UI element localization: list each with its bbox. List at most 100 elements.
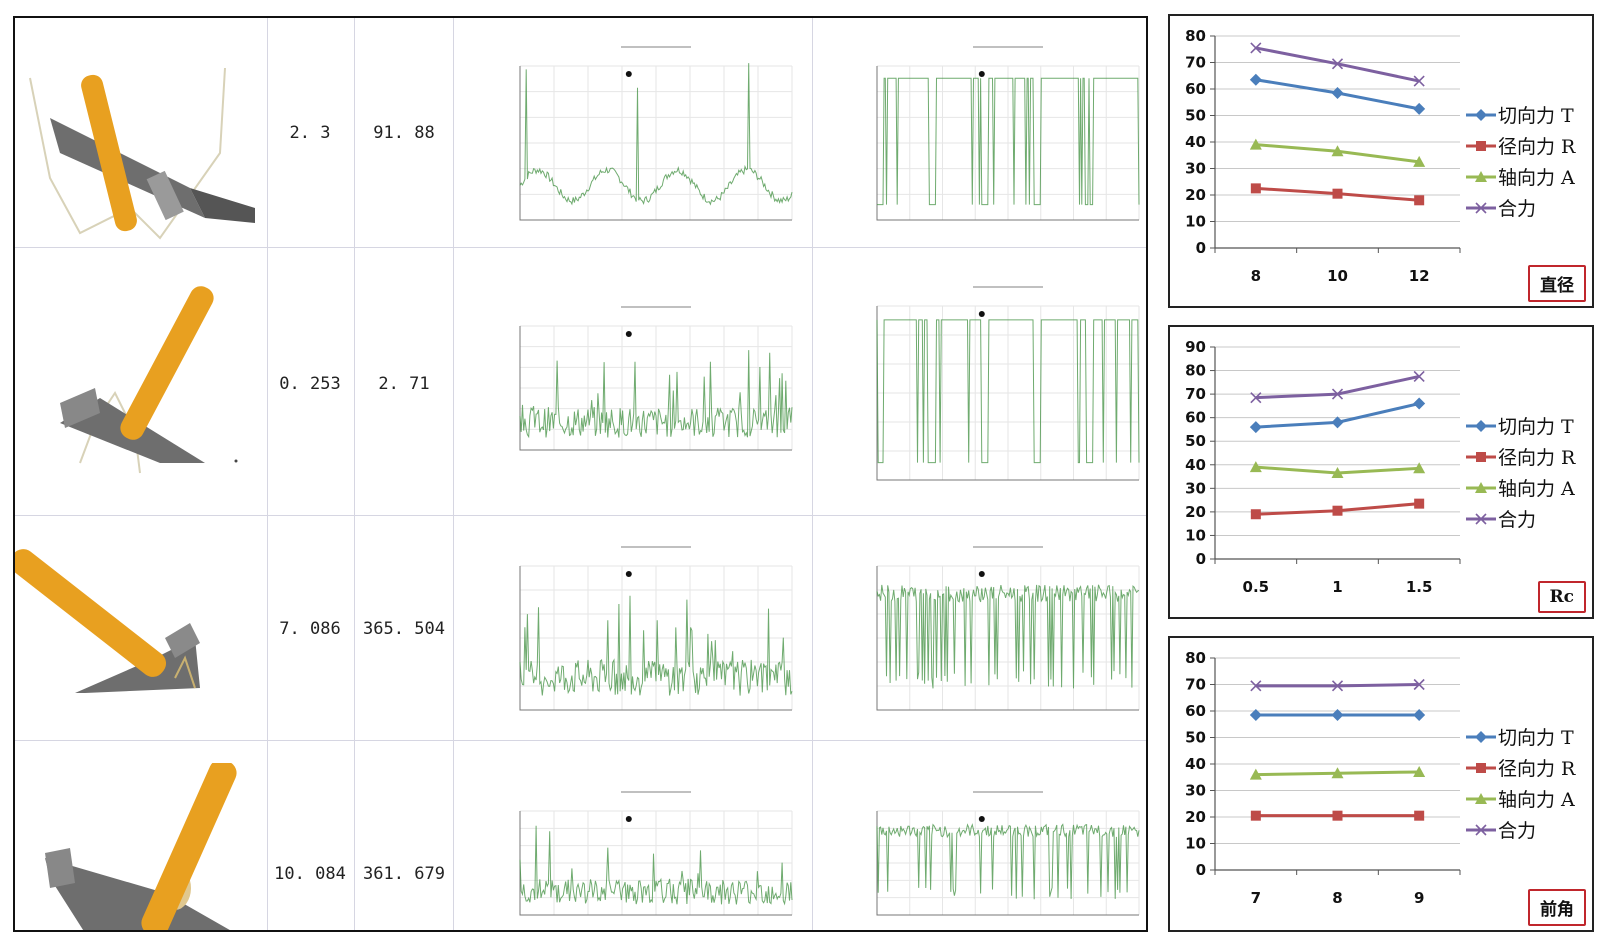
plot-axes — [519, 326, 792, 451]
plot-trace — [519, 350, 793, 439]
row3-value-b: 365. 504 — [363, 619, 445, 639]
data-point — [1249, 138, 1262, 150]
data-point — [1249, 421, 1262, 434]
legend-label: 合力 — [1498, 198, 1536, 220]
legend-marker — [1476, 452, 1486, 462]
y-tick-label: 30 — [1185, 160, 1206, 178]
legend-label: 合力 — [1498, 820, 1536, 842]
x-tick-label: 8 — [1251, 267, 1261, 285]
peak-marker — [978, 71, 985, 77]
data-point — [1413, 370, 1425, 383]
legend-label: 轴向力 A — [1498, 478, 1575, 500]
y-tick-label: 10 — [1185, 835, 1206, 853]
legend-marker — [1475, 420, 1487, 432]
y-tick-label: 70 — [1185, 676, 1206, 694]
y-tick-label: 80 — [1185, 362, 1206, 380]
temperature-time-plot-1 — [876, 46, 1140, 221]
plot-trace — [876, 584, 1140, 689]
data-point — [1413, 678, 1425, 691]
column-divider — [354, 18, 355, 930]
peak-marker — [978, 571, 985, 577]
row-divider — [15, 740, 1146, 741]
y-tick-label: 20 — [1185, 808, 1206, 826]
data-point — [1249, 461, 1262, 473]
legend-label: 切向力 T — [1498, 105, 1574, 127]
y-tick-label: 60 — [1185, 409, 1206, 427]
y-tick-label: 60 — [1185, 702, 1206, 720]
tool-model-image-3 — [15, 549, 200, 693]
column-divider — [812, 18, 813, 930]
y-tick-label: 40 — [1185, 755, 1206, 773]
data-point — [1414, 498, 1425, 509]
tool-model-image-1 — [29, 67, 255, 240]
y-tick-label: 70 — [1185, 54, 1206, 72]
force-time-plot-4 — [519, 791, 793, 916]
chart-corner-label: Rc — [1537, 581, 1586, 613]
data-point — [1250, 42, 1262, 54]
y-tick-label: 0 — [1196, 861, 1206, 879]
plot-trace — [519, 63, 793, 206]
data-point — [1332, 810, 1343, 821]
data-point — [1331, 416, 1344, 429]
peak-marker — [625, 816, 632, 822]
chart-panel-diameter: 0 10 20 30 40 50 60 70 80 8 10 12 切向力 T 径向力 R 轴向力 A 合力 … — [1168, 14, 1594, 308]
plot-title-stub — [621, 46, 691, 48]
plot-title-stub — [621, 791, 691, 793]
temperature-time-plot-2 — [876, 286, 1140, 481]
legend-label: 轴向力 A — [1498, 789, 1575, 811]
legend-marker — [1475, 171, 1487, 182]
y-tick-label: 50 — [1185, 729, 1206, 747]
temperature-time-plot-4 — [876, 791, 1140, 916]
peak-marker — [978, 816, 985, 822]
data-point — [1331, 388, 1344, 400]
force-time-plot-1 — [519, 46, 793, 221]
legend-marker — [1475, 513, 1487, 525]
results-table: 2. 3 91. 88 0. 253 2. 71 7. 086 365. 504… — [13, 16, 1148, 932]
data-point — [1332, 505, 1343, 516]
data-point — [1331, 680, 1344, 692]
tool-model-image-4 — [45, 763, 237, 930]
y-tick-label: 20 — [1185, 186, 1206, 204]
row4-value-a: 10. 084 — [274, 864, 346, 884]
plot-trace — [876, 823, 1140, 900]
y-tick-label: 20 — [1185, 503, 1206, 521]
plot-title-stub — [621, 306, 691, 308]
y-tick-label: 30 — [1185, 479, 1206, 497]
line-chart-diameter: 0 10 20 30 40 50 60 70 80 8 10 12 切向力 T 径向力 R 轴向力 A 合力 — [1185, 27, 1576, 285]
row-divider — [15, 515, 1146, 516]
row2-value-a: 0. 253 — [279, 374, 341, 394]
column-divider — [453, 18, 454, 930]
legend-label: 切向力 T — [1498, 727, 1574, 749]
data-point — [1331, 58, 1344, 70]
legend-label: 合力 — [1498, 509, 1536, 531]
x-tick-label: 10 — [1327, 267, 1348, 285]
plot-title-stub — [973, 791, 1043, 793]
peak-marker — [625, 331, 632, 337]
x-tick-label: 7 — [1251, 889, 1261, 907]
data-point — [1331, 145, 1344, 157]
data-point — [1413, 397, 1426, 410]
row4-value-b: 361. 679 — [363, 864, 445, 884]
legend-marker — [1475, 109, 1487, 121]
y-tick-label: 60 — [1185, 80, 1206, 98]
data-point — [1414, 810, 1425, 821]
legend-label: 径向力 R — [1498, 136, 1576, 158]
y-tick-label: 30 — [1185, 782, 1206, 800]
y-tick-label: 40 — [1185, 133, 1206, 151]
data-point — [1413, 462, 1426, 474]
legend-label: 轴向力 A — [1498, 167, 1575, 189]
plot-title-stub — [621, 546, 691, 548]
x-tick-label: 8 — [1332, 889, 1342, 907]
temperature-time-plot-3 — [876, 546, 1140, 711]
y-tick-label: 0 — [1196, 550, 1206, 568]
y-tick-label: 50 — [1185, 107, 1206, 125]
data-point — [1250, 509, 1261, 520]
y-tick-label: 80 — [1185, 649, 1206, 667]
data-point — [1250, 680, 1262, 692]
y-tick-label: 40 — [1185, 456, 1206, 474]
y-tick-label: 80 — [1185, 27, 1206, 45]
data-point — [1249, 708, 1262, 721]
data-point — [1250, 392, 1262, 404]
row1-value-b: 91. 88 — [373, 123, 435, 143]
data-point — [1331, 86, 1344, 99]
